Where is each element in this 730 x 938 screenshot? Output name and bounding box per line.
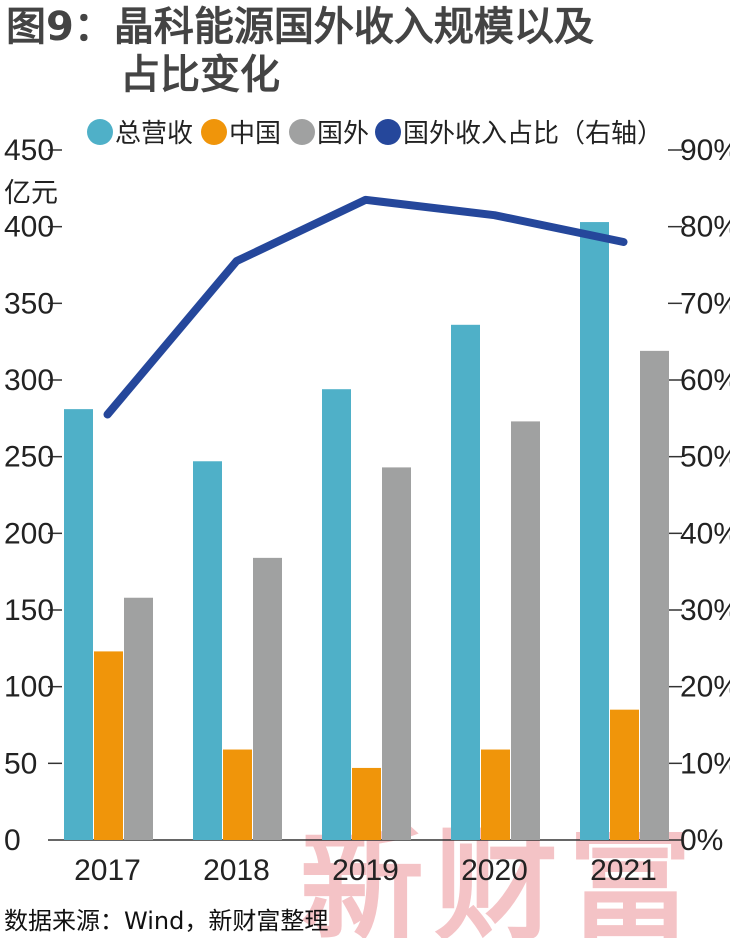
left-tick-label: 450 [4,134,54,167]
right-tick-label: 90% [680,134,730,167]
legend-label-total: 总营收 [115,119,193,149]
left-axis: 0 50 100 150 200 250 300 350 400 450 [4,134,62,857]
legend-label-domestic: 中国 [229,119,281,149]
x-tick-label: 2020 [461,854,528,887]
x-axis: 2017 2018 2019 2020 2021 [62,839,668,887]
legend-swatch-ratio [375,119,401,145]
x-tick-label: 2017 [74,854,141,887]
bar-domestic [610,709,639,840]
legend-swatch-total [87,119,113,145]
ratio-line [103,195,628,419]
chart-title-line2: 占比变化 [120,52,280,98]
bar-overseas [124,597,153,840]
right-axis: 0% 10% 20% 30% 40% 50% 60% 70% 80% 90% [668,134,730,857]
right-tick-label: 40% [680,517,730,550]
right-tick-label: 80% [680,211,730,244]
legend-swatch-domestic [201,119,227,145]
x-tick-label: 2018 [203,854,270,887]
left-axis-unit: 亿元 [4,178,58,208]
bar-overseas [382,467,411,840]
bar-overseas [253,557,282,840]
left-tick-label: 200 [4,517,54,550]
left-tick-label: 350 [4,287,54,320]
bar-domestic [94,651,123,840]
legend-swatch-overseas [289,119,315,145]
bar-domestic [481,749,510,840]
bar-domestic [223,749,252,840]
bar-total [64,409,93,840]
right-tick-label: 60% [680,364,730,397]
source-note: 数据来源：Wind，新财富整理 [4,907,328,935]
x-tick-label: 2021 [590,854,657,887]
left-tick-label: 250 [4,441,54,474]
left-tick-label: 50 [4,747,37,780]
right-tick-label: 50% [680,441,730,474]
right-tick-label: 70% [680,287,730,320]
bar-total [322,389,351,840]
right-tick-label: 20% [680,671,730,704]
legend-label-overseas: 国外 [317,119,369,149]
ratio-line-path [103,195,628,419]
bar-overseas [640,350,669,840]
x-tick-label: 2019 [332,854,399,887]
legend-label-ratio: 国外收入占比（右轴） [403,119,663,149]
left-tick-label: 400 [4,211,54,244]
bar-total [193,461,222,840]
bar-domestic [352,767,381,840]
right-tick-label: 0% [680,824,723,857]
bar-overseas [511,421,540,840]
legend: 总营收 中国 国外 国外收入占比（右轴） [87,119,663,149]
chart-title-line1: 图9：晶科能源国外收入规模以及 [6,4,594,50]
bar-total [580,222,609,841]
left-tick-label: 150 [4,594,54,627]
bar-total [451,324,480,840]
bars [64,222,669,841]
left-tick-label: 300 [4,364,54,397]
right-tick-label: 30% [680,594,730,627]
left-tick-label: 100 [4,671,54,704]
left-tick-label: 0 [4,824,21,857]
right-tick-label: 10% [680,747,730,780]
